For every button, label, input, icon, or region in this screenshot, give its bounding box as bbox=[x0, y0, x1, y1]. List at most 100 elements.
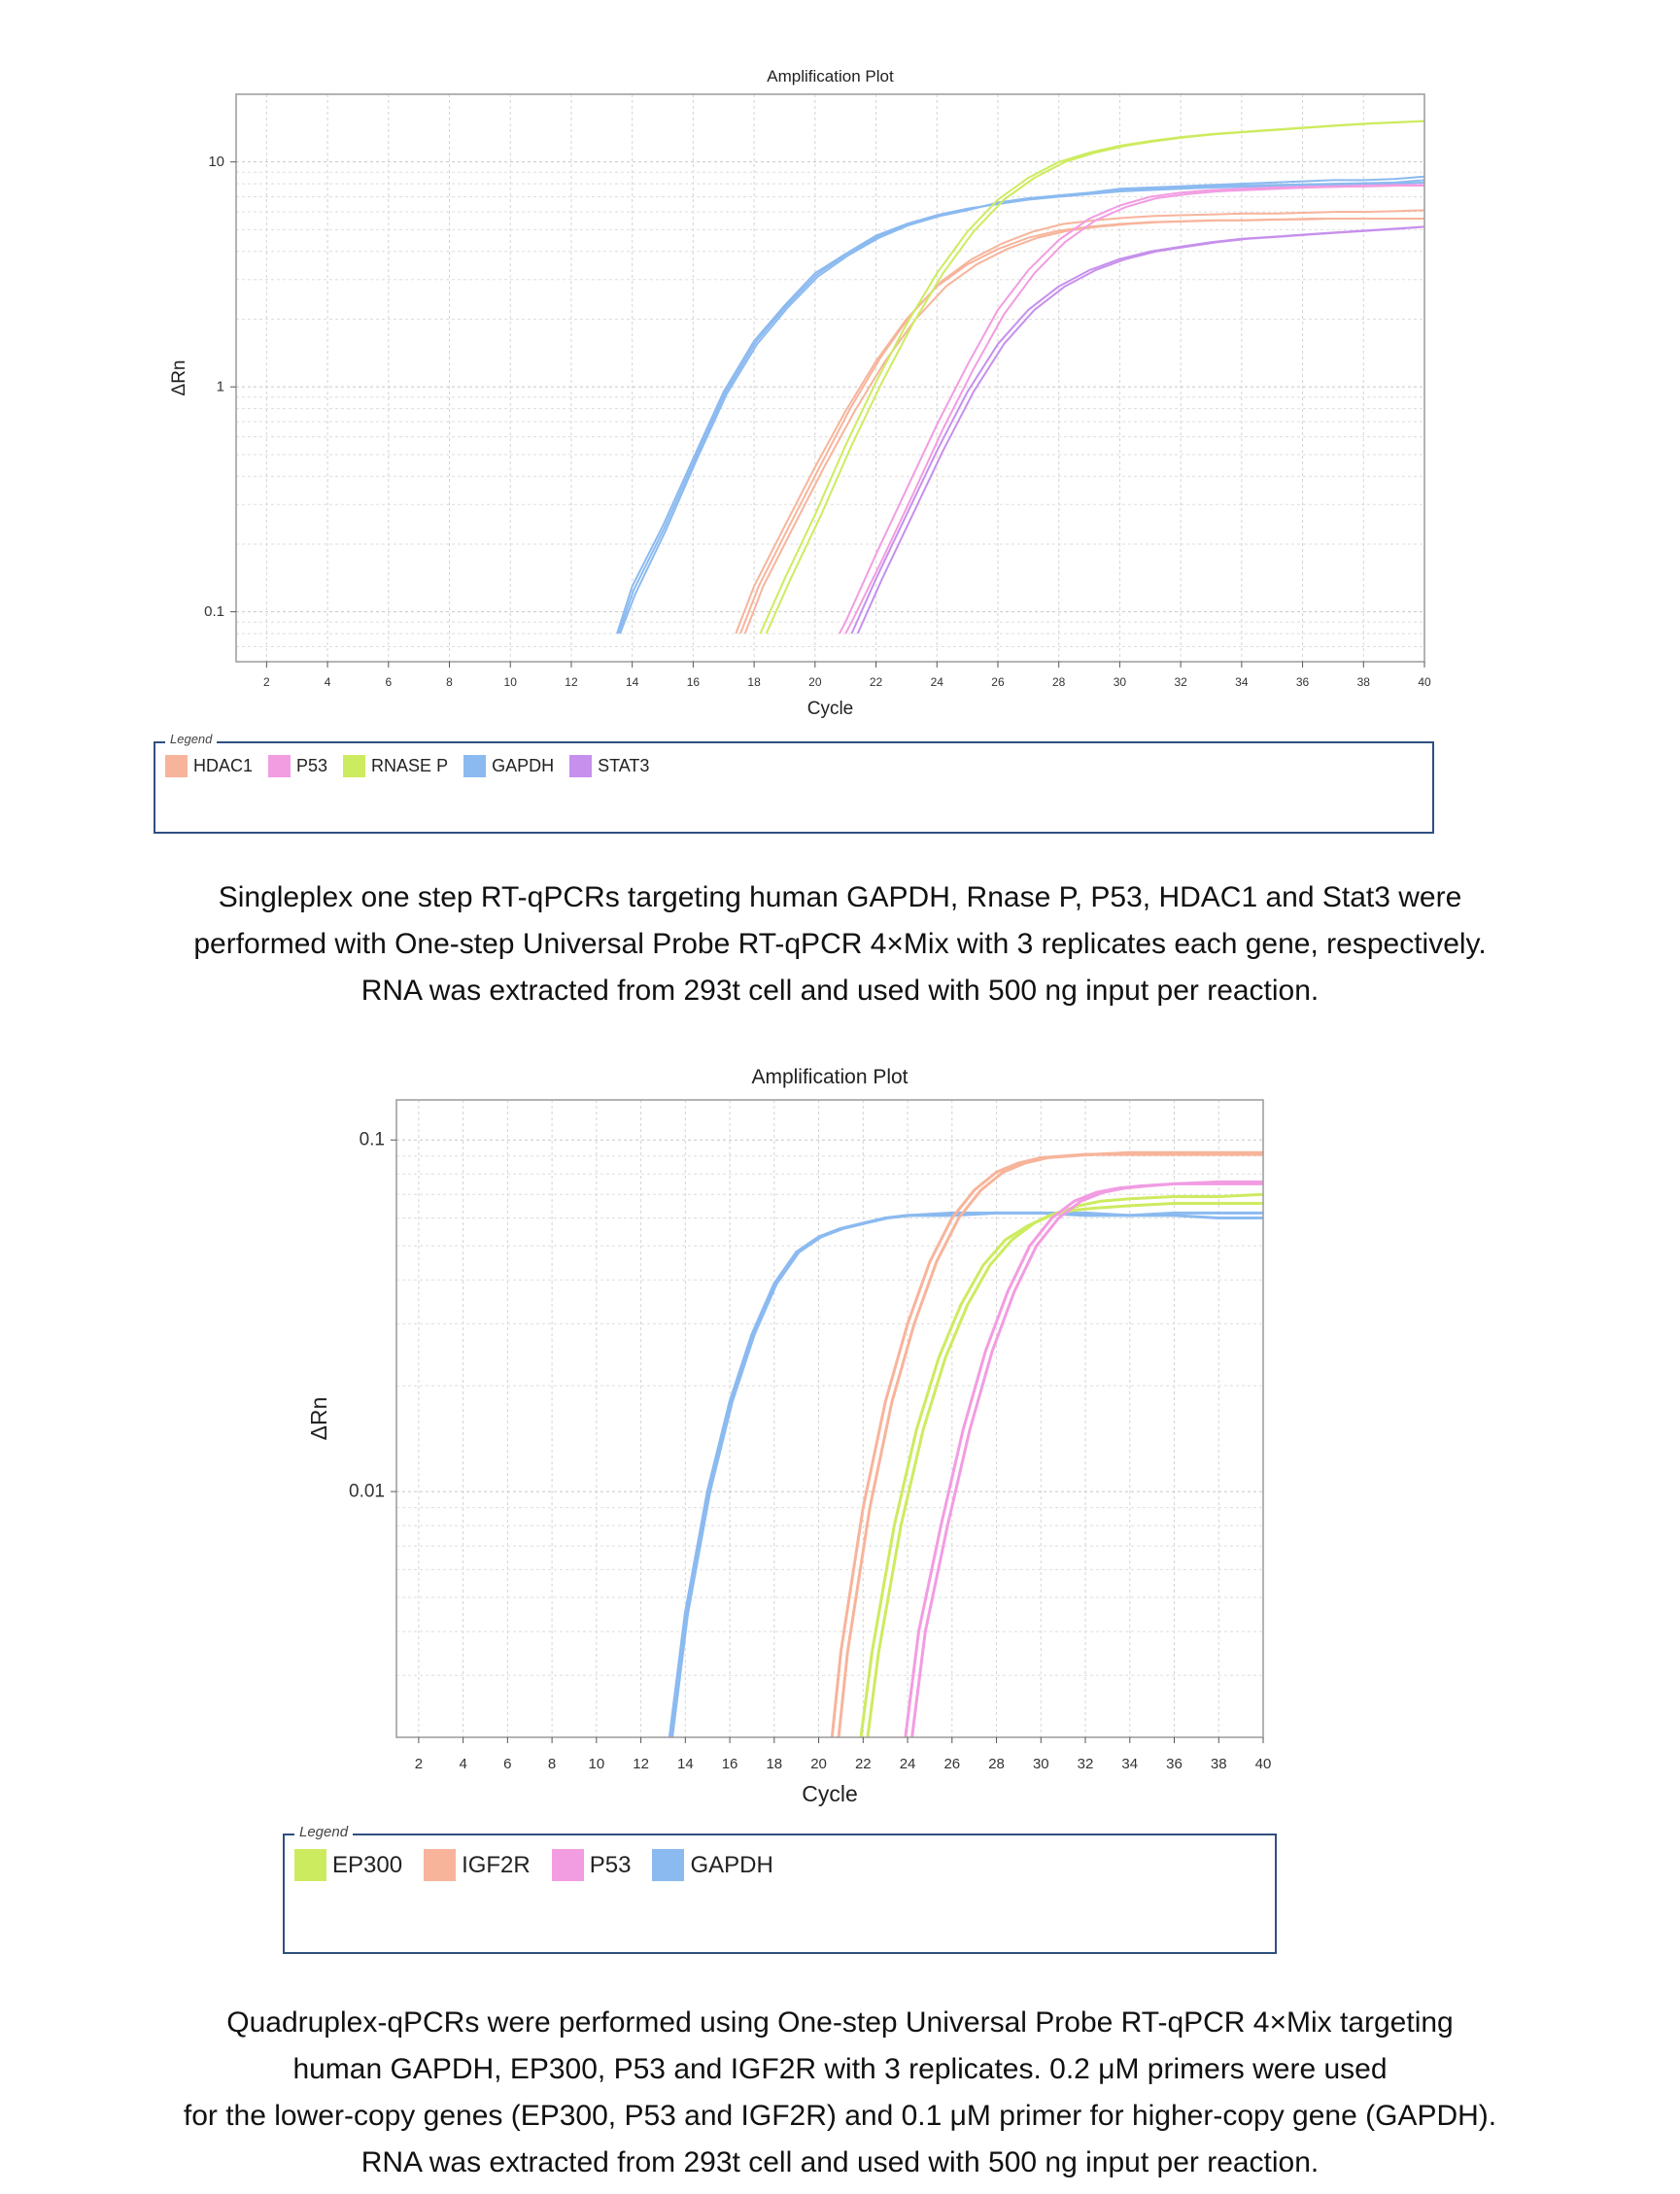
x-tick-label: 32 bbox=[1078, 1756, 1094, 1772]
x-tick-label: 10 bbox=[504, 675, 518, 689]
legend-title: Legend bbox=[165, 732, 218, 746]
x-tick-label: 24 bbox=[931, 675, 944, 689]
x-tick-label: 4 bbox=[325, 675, 331, 689]
x-tick-label: 36 bbox=[1166, 1756, 1183, 1772]
x-tick-label: 40 bbox=[1255, 1756, 1272, 1772]
x-tick-label: 34 bbox=[1121, 1756, 1138, 1772]
legend-label: STAT3 bbox=[598, 756, 650, 775]
caption-line: RNA was extracted from 293t cell and use… bbox=[360, 975, 1320, 1007]
legend-label: GAPDH bbox=[492, 756, 555, 775]
legend-swatch bbox=[165, 755, 188, 777]
x-tick-label: 4 bbox=[459, 1756, 466, 1772]
x-tick-label: 38 bbox=[1357, 675, 1371, 689]
x-tick-label: 14 bbox=[626, 675, 639, 689]
x-tick-label: 32 bbox=[1174, 675, 1187, 689]
legend-label: P53 bbox=[589, 1851, 632, 1878]
series-group bbox=[616, 120, 1424, 634]
legend-item-p53: P53 bbox=[268, 755, 327, 777]
caption-line: Singleplex one step RT-qPCRs targeting h… bbox=[218, 881, 1462, 913]
legend-swatch bbox=[268, 755, 291, 777]
legend-item-hdac1: HDAC1 bbox=[165, 755, 253, 777]
caption-line: Quadruplex-qPCRs were performed using On… bbox=[226, 2006, 1454, 2039]
legend-singleplex: Legend HDAC1 P53 RNASE P GAPDH STAT3 bbox=[154, 732, 1434, 834]
x-tick-label: 10 bbox=[589, 1756, 605, 1772]
legend-item-igf2r: IGF2R bbox=[424, 1849, 531, 1881]
y-axis-label: ΔRn bbox=[169, 360, 189, 396]
series-line-gapdh bbox=[617, 179, 1424, 634]
caption-quadruplex: Quadruplex-qPCRs were performed using On… bbox=[0, 2000, 1680, 2186]
plot-frame bbox=[395, 1099, 1264, 1738]
series-line-p53 bbox=[910, 1182, 1263, 1737]
y-tick-label: 1 bbox=[217, 378, 224, 394]
plot-frame bbox=[235, 93, 1425, 663]
series-line-rnase-p bbox=[765, 120, 1424, 634]
x-tick-label: 22 bbox=[870, 675, 883, 689]
x-tick-label: 30 bbox=[1114, 675, 1127, 689]
chart-title: Amplification Plot bbox=[751, 1066, 908, 1088]
x-tick-label: 16 bbox=[687, 675, 701, 689]
x-tick-label: 40 bbox=[1418, 675, 1431, 689]
x-tick-label: 26 bbox=[943, 1756, 960, 1772]
x-tick-label: 38 bbox=[1211, 1756, 1227, 1772]
x-tick-label: 22 bbox=[855, 1756, 872, 1772]
x-axis-label: Cycle bbox=[802, 1781, 858, 1806]
legend-swatch bbox=[294, 1849, 326, 1881]
caption-line: for the lower-copy genes (EP300, P53 and… bbox=[183, 2100, 1497, 2132]
y-axis-label: ΔRn bbox=[306, 1397, 331, 1441]
chart-title: Amplification Plot bbox=[767, 67, 894, 86]
y-tick-label: 0.1 bbox=[360, 1129, 385, 1149]
legend-swatch bbox=[652, 1849, 685, 1881]
series-line-p53 bbox=[904, 1180, 1263, 1737]
legend-swatch bbox=[569, 755, 593, 777]
series-line-ep300 bbox=[866, 1192, 1263, 1737]
series-line-p53 bbox=[844, 185, 1424, 634]
legend-label: P53 bbox=[296, 756, 328, 775]
x-tick-label: 12 bbox=[565, 675, 578, 689]
series-line-hdac1 bbox=[743, 218, 1424, 634]
x-tick-label: 30 bbox=[1033, 1756, 1049, 1772]
legend-item-gapdh: GAPDH bbox=[652, 1849, 773, 1881]
x-tick-label: 6 bbox=[503, 1756, 511, 1772]
x-tick-label: 28 bbox=[1052, 675, 1066, 689]
x-tick-label: 36 bbox=[1296, 675, 1310, 689]
x-tick-label: 28 bbox=[988, 1756, 1005, 1772]
series-line-stat3 bbox=[850, 225, 1424, 634]
x-axis-label: Cycle bbox=[807, 699, 854, 719]
series-line-gapdh bbox=[616, 181, 1424, 634]
series-line-igf2r bbox=[830, 1152, 1263, 1737]
caption-singleplex: Singleplex one step RT-qPCRs targeting h… bbox=[0, 874, 1680, 1014]
caption-line: performed with One-step Universal Probe … bbox=[193, 928, 1487, 960]
legend-quadruplex: Legend EP300 IGF2R P53 GAPDH bbox=[283, 1824, 1277, 1954]
x-tick-label: 8 bbox=[446, 675, 453, 689]
series-line-gapdh bbox=[670, 1211, 1263, 1737]
legend-label: RNASE P bbox=[371, 756, 449, 775]
x-tick-label: 16 bbox=[722, 1756, 738, 1772]
legend-item-ep300: EP300 bbox=[294, 1849, 402, 1881]
series-line-p53 bbox=[839, 184, 1424, 634]
series-line-stat3 bbox=[856, 225, 1424, 634]
legend-title: Legend bbox=[294, 1824, 354, 1840]
y-tick-label: 0.1 bbox=[204, 603, 224, 620]
legend-label: HDAC1 bbox=[193, 756, 254, 775]
legend-swatch bbox=[424, 1849, 457, 1881]
caption-line: human GAPDH, EP300, P53 and IGF2R with 3… bbox=[292, 2053, 1388, 2085]
series-line-hdac1 bbox=[735, 218, 1424, 634]
x-tick-label: 12 bbox=[633, 1756, 649, 1772]
series-line-rnase-p bbox=[759, 120, 1424, 634]
legend-swatch bbox=[463, 755, 487, 777]
x-tick-label: 34 bbox=[1235, 675, 1249, 689]
x-tick-label: 26 bbox=[991, 675, 1005, 689]
grid bbox=[236, 93, 1425, 663]
series-group bbox=[668, 1150, 1263, 1737]
legend-swatch bbox=[551, 1849, 584, 1881]
legend-item-gapdh: GAPDH bbox=[463, 755, 554, 777]
legend-item-rnase-p: RNASE P bbox=[343, 755, 448, 777]
grid bbox=[396, 1100, 1264, 1738]
x-tick-label: 14 bbox=[677, 1756, 694, 1772]
legend-item-p53: P53 bbox=[551, 1849, 632, 1881]
series-line-igf2r bbox=[837, 1150, 1263, 1737]
caption-line: RNA was extracted from 293t cell and use… bbox=[360, 2146, 1320, 2178]
legend-label: EP300 bbox=[332, 1851, 403, 1878]
